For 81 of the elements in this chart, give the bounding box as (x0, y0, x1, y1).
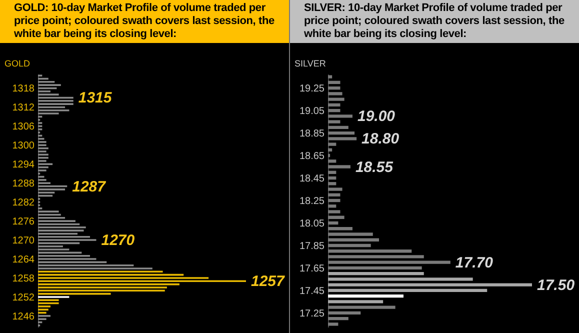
y-tick-label: 1318 (12, 84, 35, 95)
bar (328, 316, 348, 320)
bar (328, 86, 340, 90)
bar (328, 244, 371, 248)
y-tick-label: 1300 (12, 140, 35, 152)
bar (328, 103, 340, 107)
y-tick-label: 1270 (12, 236, 35, 247)
bar (328, 322, 338, 326)
y-axis-title: SILVER (294, 58, 326, 68)
y-tick-label: 1288 (12, 178, 35, 190)
bar (328, 198, 340, 202)
annotation: 18.80 (362, 130, 400, 148)
bar (328, 232, 373, 236)
y-tick-label: 1258 (12, 273, 35, 284)
bar (328, 227, 352, 230)
bar (328, 165, 350, 168)
annotation: 17.50 (537, 276, 576, 294)
bar (328, 193, 340, 196)
y-tick-label: 17.65 (299, 263, 325, 274)
bar (328, 137, 357, 140)
bar (328, 176, 336, 180)
bar (328, 182, 336, 186)
bar (328, 294, 404, 298)
annotation: 1315 (78, 90, 112, 107)
bar (328, 300, 384, 304)
bar (328, 142, 336, 146)
y-tick-label: 1276 (12, 216, 35, 228)
y-tick-label: 1282 (12, 198, 35, 209)
y-tick-label: 18.85 (299, 128, 325, 140)
y-tick-label: 18.65 (299, 151, 325, 162)
bar (328, 283, 532, 286)
y-axis-title: GOLD (4, 58, 31, 68)
y-tick-label: 1312 (12, 102, 35, 114)
bar (328, 131, 355, 135)
bar (328, 120, 340, 124)
bar (328, 80, 340, 84)
annotation: 1257 (251, 273, 286, 290)
y-tick-label: 1306 (12, 122, 35, 133)
bar (328, 311, 361, 315)
y-tick-label: 17.25 (299, 308, 325, 320)
y-tick-label: 19.25 (299, 84, 325, 95)
bar (328, 221, 338, 225)
bar (328, 306, 396, 309)
y-tick-label: 18.25 (299, 196, 325, 207)
bar (328, 160, 336, 163)
bar (328, 216, 344, 219)
y-tick-label: 18.45 (299, 174, 325, 185)
bar (328, 255, 424, 258)
y-tick-label: 1246 (12, 311, 35, 322)
annotation: 17.70 (455, 254, 494, 272)
annotation: 18.55 (355, 158, 394, 176)
bar (328, 75, 332, 78)
y-tick-label: 17.85 (299, 240, 325, 252)
bar (328, 260, 450, 264)
y-tick-label: 19.05 (299, 106, 325, 118)
bar (328, 188, 342, 191)
y-tick-label: 1264 (12, 254, 35, 266)
bar (328, 170, 336, 174)
bar (328, 114, 352, 118)
annotation: 1270 (101, 232, 136, 250)
bar (328, 98, 344, 101)
bar (328, 278, 473, 281)
chart-title: GOLD: 10-day Market Profile of volume traded per price point; coloured swath covers last session, the white bar being its closing level: (0, 0, 289, 43)
bar (328, 266, 422, 270)
y-tick-label: 17.45 (299, 286, 325, 297)
bar (328, 250, 412, 253)
annotation: 1287 (72, 178, 106, 196)
bar (328, 288, 488, 292)
bar (328, 148, 332, 152)
bar (328, 108, 340, 112)
bar (328, 272, 424, 276)
bar (328, 92, 342, 96)
annotation: 19.00 (357, 108, 396, 126)
y-tick-label: 18.05 (299, 218, 325, 230)
chart-title: SILVER: 10-day Market Profile of volume traded per price point; coloured swath covers last session, the white bar being its closing level: (290, 0, 579, 43)
y-tick-label: 1294 (12, 160, 35, 171)
bar (328, 210, 340, 214)
bar (328, 238, 379, 242)
bar (328, 126, 348, 129)
bar (328, 204, 336, 208)
y-tick-label: 1252 (12, 292, 35, 304)
